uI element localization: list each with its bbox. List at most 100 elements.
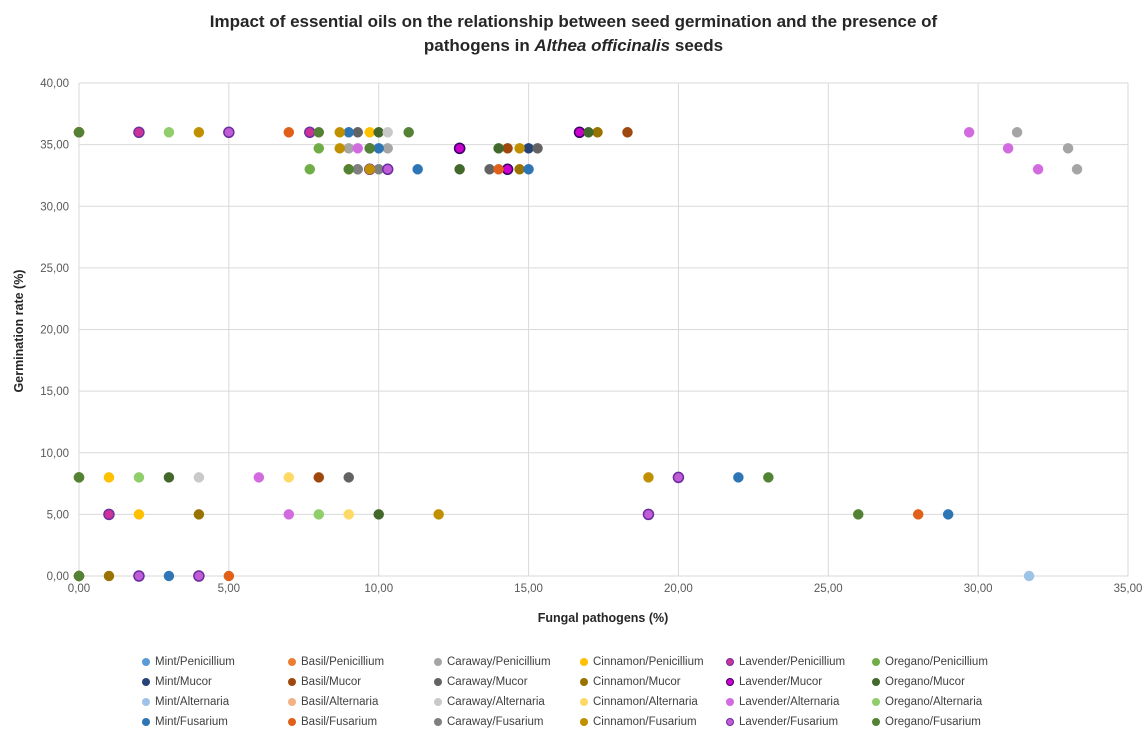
- legend-label: Lavender/Fusarium: [739, 716, 839, 728]
- legend-item: Caraway/Penicillium: [434, 656, 580, 668]
- x-tick-label: 25,00: [814, 583, 843, 595]
- legend-item: Cinnamon/Fusarium: [580, 716, 726, 728]
- data-point: [523, 164, 534, 175]
- data-point: [133, 126, 145, 139]
- chart-title: Impact of essential oils on the relation…: [0, 10, 1147, 58]
- data-point: [343, 472, 354, 483]
- legend-item: Basil/Fusarium: [288, 716, 434, 728]
- legend-marker: [288, 698, 296, 706]
- data-point: [163, 472, 175, 483]
- legend-label: Cinnamon/Mucor: [593, 676, 681, 688]
- legend-item: Cinnamon/Alternaria: [580, 696, 726, 708]
- data-point: [622, 127, 633, 138]
- data-point: [412, 164, 423, 175]
- data-point: [373, 127, 384, 138]
- y-tick-label: 40,00: [40, 78, 69, 90]
- legend-label: Lavender/Mucor: [739, 676, 823, 688]
- data-point: [1032, 164, 1044, 175]
- data-point: [253, 472, 265, 483]
- data-points: [73, 126, 1083, 582]
- x-axis-label: Fungal pathogens (%): [538, 611, 669, 625]
- legend-marker: [434, 658, 442, 666]
- data-point: [352, 127, 363, 138]
- data-point: [283, 472, 295, 483]
- data-point: [304, 164, 316, 175]
- legend-item: Cinnamon/Mucor: [580, 676, 726, 688]
- data-point: [523, 143, 534, 154]
- legend-marker: [142, 698, 150, 706]
- legend-marker: [872, 658, 880, 666]
- data-point: [283, 509, 295, 520]
- legend-item: Basil/Alternaria: [288, 696, 434, 708]
- data-point: [103, 508, 115, 521]
- legend-marker: [288, 658, 296, 666]
- legend-item: Caraway/Alternaria: [434, 696, 580, 708]
- data-point: [313, 509, 325, 520]
- data-point: [223, 126, 235, 139]
- data-point: [733, 472, 744, 483]
- y-tick-label: 35,00: [40, 140, 69, 152]
- data-point: [763, 472, 774, 483]
- data-point: [334, 143, 346, 154]
- data-point: [73, 127, 85, 138]
- chart-title-pre: pathogens in: [423, 36, 535, 55]
- gridlines: [78, 82, 1129, 577]
- y-tick-label: 15,00: [40, 386, 69, 398]
- legend-label: Caraway/Fusarium: [447, 716, 544, 728]
- data-point: [573, 126, 586, 139]
- legend-label: Cinnamon/Penicillium: [593, 656, 704, 668]
- legend-row: Mint/Alternaria Basil/Alternaria Caraway/A…: [142, 692, 1042, 712]
- data-point: [1071, 164, 1083, 175]
- chart-title-species: Althea officinalis: [534, 36, 671, 55]
- legend-label: Mint/Mucor: [155, 676, 212, 688]
- legend-marker: [434, 698, 442, 706]
- data-point: [193, 127, 205, 138]
- legend-label: Basil/Alternaria: [301, 696, 379, 708]
- legend-label: Basil/Mucor: [301, 676, 362, 688]
- data-point: [283, 127, 295, 138]
- data-point: [343, 509, 354, 520]
- legend-label: Oregano/Mucor: [885, 676, 965, 688]
- data-point: [223, 570, 235, 582]
- y-tick-label: 25,00: [40, 263, 69, 275]
- legend-item: Oregano/Mucor: [872, 676, 1018, 688]
- data-point: [193, 472, 205, 483]
- data-point: [502, 143, 513, 154]
- data-point: [381, 163, 394, 176]
- y-tick-label: 0,00: [47, 571, 69, 583]
- y-tick-label: 5,00: [47, 509, 69, 521]
- data-point: [133, 472, 145, 483]
- legend-row: Mint/Penicillium Basil/Penicillium Caraway…: [142, 652, 1042, 672]
- legend-item: Oregano/Fusarium: [872, 716, 1018, 728]
- data-point: [343, 127, 354, 138]
- data-point: [912, 509, 924, 520]
- data-point: [133, 570, 145, 582]
- legend-label: Mint/Fusarium: [155, 716, 228, 728]
- data-point: [484, 164, 495, 175]
- legend-marker: [142, 658, 150, 666]
- legend-label: Caraway/Alternaria: [447, 696, 545, 708]
- legend-marker: [726, 678, 734, 686]
- data-point: [373, 143, 384, 154]
- x-tick-label: 30,00: [964, 583, 993, 595]
- data-point: [103, 472, 115, 483]
- legend-item: Oregano/Alternaria: [872, 696, 1018, 708]
- data-point: [304, 126, 316, 139]
- legend-label: Cinnamon/Alternaria: [593, 696, 698, 708]
- data-point: [1011, 127, 1023, 138]
- data-point: [501, 163, 514, 176]
- data-point: [642, 508, 655, 521]
- x-tick-label: 20,00: [664, 583, 693, 595]
- data-point: [103, 570, 115, 582]
- legend-label: Oregano/Fusarium: [885, 716, 981, 728]
- data-point: [403, 127, 414, 138]
- legend-marker: [872, 678, 880, 686]
- legend-label: Cinnamon/Fusarium: [593, 716, 697, 728]
- legend-item: Basil/Penicillium: [288, 656, 434, 668]
- chart-title-line-2: pathogens in Althea officinalis seeds: [0, 34, 1147, 58]
- data-point: [313, 472, 325, 483]
- data-point: [364, 143, 375, 154]
- data-point: [454, 164, 465, 175]
- legend-row: Mint/Mucor Basil/Mucor Caraway/Mucor Cinnam…: [142, 672, 1042, 692]
